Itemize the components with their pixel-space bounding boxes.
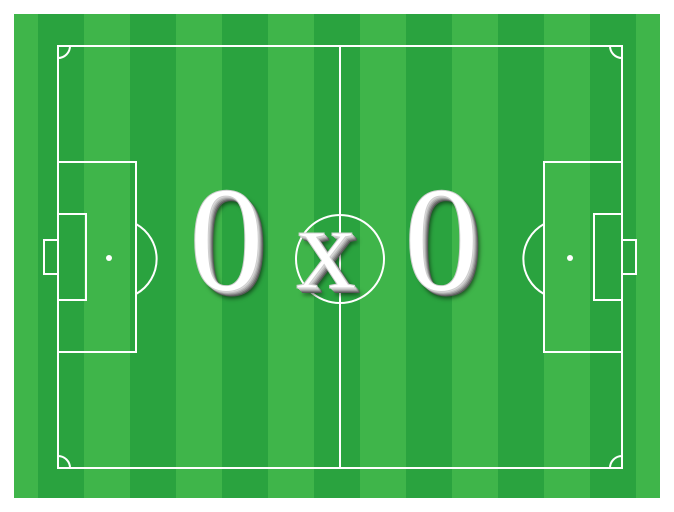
right-goal (621, 239, 637, 275)
right-penalty-arc (522, 223, 545, 295)
corner-arc-top-left (57, 45, 71, 59)
left-penalty-arc (135, 223, 158, 295)
away-score: 0 (404, 157, 480, 323)
corner-arc-bottom-left (57, 455, 71, 469)
center-circle (295, 214, 385, 304)
corner-arc-top-right (609, 45, 623, 59)
left-penalty-spot (106, 255, 112, 261)
right-penalty-spot (567, 255, 573, 261)
corner-arc-bottom-right (609, 455, 623, 469)
soccer-pitch (14, 14, 660, 498)
score-separator: x (296, 181, 357, 314)
home-score: 0 (189, 157, 265, 323)
left-goal (43, 239, 59, 275)
grass-stripes (14, 14, 660, 498)
